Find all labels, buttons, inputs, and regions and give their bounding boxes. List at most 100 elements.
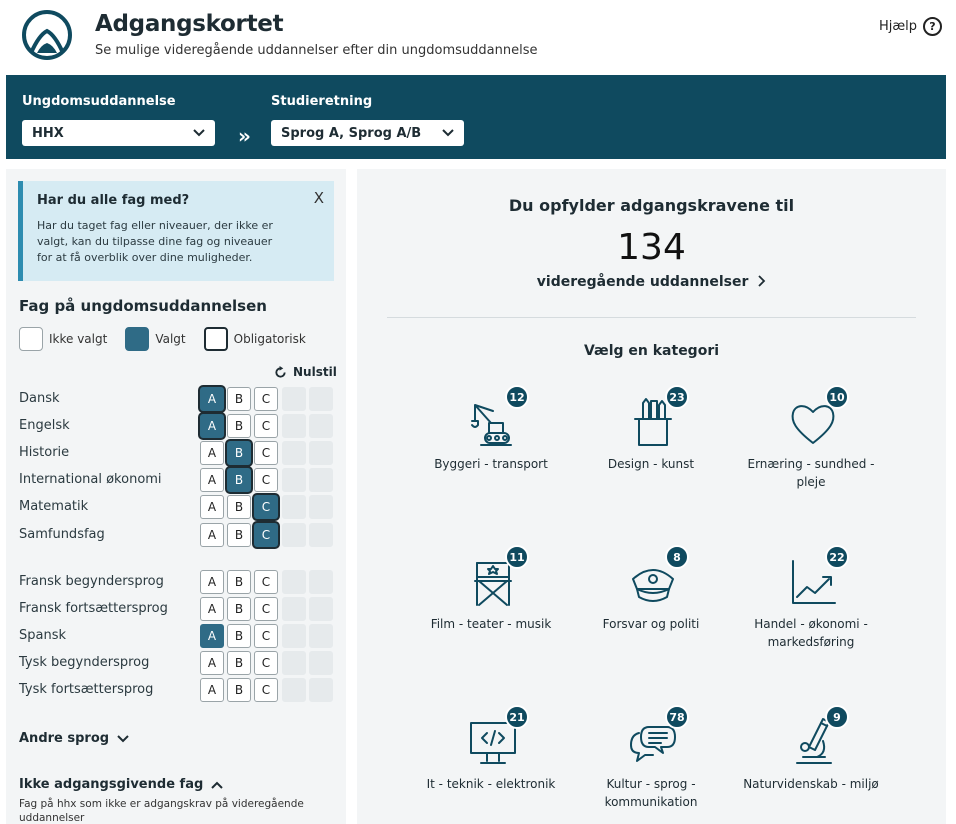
level-a-button[interactable]: A [200, 523, 224, 547]
heart-icon [791, 405, 835, 444]
level-b-button[interactable]: B [227, 414, 251, 438]
level-placeholder [282, 597, 306, 621]
category-3[interactable]: 10 Ernæring - sundhed - pleje [741, 385, 881, 527]
category-6[interactable]: 22 Handel - økonomi - markedsføring [741, 545, 881, 687]
level-c-button[interactable]: C [254, 597, 278, 621]
level-a-button[interactable]: A [200, 570, 224, 594]
double-arrow-icon: » [238, 124, 251, 148]
level-c-button[interactable]: C [254, 523, 278, 547]
info-title: Har du alle fag med? [37, 193, 190, 208]
app-header: Adgangskortet Se mulige videregående udd… [0, 0, 956, 75]
level-c-button[interactable]: C [254, 495, 278, 519]
reset-button[interactable]: Nulstil [274, 365, 337, 379]
reset-label: Nulstil [293, 365, 337, 379]
level-placeholder [309, 624, 333, 648]
level-placeholder [282, 414, 306, 438]
level-a-button[interactable]: A [200, 414, 224, 438]
level-c-button[interactable]: C [254, 468, 278, 492]
level-c-button[interactable]: C [254, 651, 278, 675]
category-8[interactable]: 78 Kultur - sprog - kommunikation [581, 705, 721, 824]
subject-row: Matematik A B C [19, 495, 339, 519]
level-placeholder [282, 387, 306, 411]
uddannelser-link-label: videregående uddannelser [536, 274, 749, 290]
level-placeholder [282, 495, 306, 519]
level-placeholder [282, 468, 306, 492]
close-button[interactable]: X [313, 189, 324, 207]
level-b-button[interactable]: B [227, 523, 251, 547]
subject-row: Samfundsfag A B C [19, 523, 339, 547]
level-a-button[interactable]: A [200, 468, 224, 492]
subjects-heading: Fag på ungdomsuddannelsen [19, 297, 267, 315]
subject-name: Fransk fortsættersprog [19, 601, 168, 616]
level-b-button[interactable]: B [227, 651, 251, 675]
category-label: Film - teater - musik [430, 617, 552, 631]
level-b-button[interactable]: B [227, 678, 251, 702]
level-placeholder [309, 570, 333, 594]
ungdom-select[interactable]: HHX [22, 120, 215, 146]
subject-name: Tysk begyndersprog [19, 655, 150, 670]
category-count-badge: 11 [505, 545, 529, 569]
level-a-button[interactable]: A [200, 624, 224, 648]
reset-icon [275, 365, 286, 378]
legend-ikke-valgt: Ikke valgt [19, 327, 107, 351]
category-label: Kultur - sprog - kommunikation [604, 777, 698, 809]
speech-bubbles-icon [630, 726, 676, 762]
subject-name: Historie [19, 445, 70, 460]
subject-name: Spansk [19, 628, 67, 643]
level-c-button[interactable]: C [254, 387, 278, 411]
level-c-button[interactable]: C [254, 624, 278, 648]
andre-sprog-toggle[interactable]: Andre sprog [19, 731, 129, 746]
category-1[interactable]: 12 Byggeri - transport [421, 385, 561, 527]
pencil-cup-icon [634, 398, 672, 446]
category-label: Handel - økonomi - markedsføring [754, 617, 868, 649]
category-4[interactable]: 11 Film - teater - musik [421, 545, 561, 687]
level-c-button[interactable]: C [254, 678, 278, 702]
uddannelser-link[interactable]: videregående uddannelser [357, 274, 946, 290]
level-a-button[interactable]: A [200, 495, 224, 519]
info-text: Har du taget fag eller niveauer, der ikk… [37, 219, 273, 264]
ungdom-label: Ungdomsuddannelse [22, 94, 176, 109]
level-c-button[interactable]: C [254, 570, 278, 594]
level-a-button[interactable]: A [200, 441, 224, 465]
legend-swatch [125, 327, 150, 351]
category-count-badge: 23 [665, 385, 689, 409]
category-9[interactable]: 9 Naturvidenskab - miljø [741, 705, 881, 824]
level-b-button[interactable]: B [227, 597, 251, 621]
level-a-button[interactable]: A [200, 387, 224, 411]
category-7[interactable]: 21 It - teknik - elektronik [421, 705, 561, 824]
category-count-badge: 78 [665, 705, 689, 729]
ungdom-value: HHX [32, 125, 64, 141]
level-b-button[interactable]: B [227, 387, 251, 411]
level-placeholder [309, 651, 333, 675]
subject-row: International økonomi A B C [19, 468, 339, 492]
studie-select[interactable]: Sprog A, Sprog A/B [271, 120, 464, 146]
level-c-button[interactable]: C [254, 441, 278, 465]
level-b-button[interactable]: B [227, 495, 251, 519]
level-b-button[interactable]: B [227, 441, 251, 465]
help-button[interactable]: Hjælp ? [879, 17, 942, 36]
level-a-button[interactable]: A [200, 597, 224, 621]
category-2[interactable]: 23 Design - kunst [581, 385, 721, 527]
growth-chart-icon [792, 560, 836, 604]
level-b-button[interactable]: B [227, 468, 251, 492]
level-b-button[interactable]: B [227, 624, 251, 648]
level-a-button[interactable]: A [200, 651, 224, 675]
level-placeholder [282, 570, 306, 594]
level-c-button[interactable]: C [254, 414, 278, 438]
level-b-button[interactable]: B [227, 570, 251, 594]
category-label: Naturvidenskab - miljø [743, 777, 879, 791]
category-label: It - teknik - elektronik [426, 777, 556, 791]
ikke-adgang-toggle[interactable]: Ikke adgangsgivende fag [19, 777, 223, 792]
legend-label: Obligatorisk [233, 332, 306, 346]
level-placeholder [309, 441, 333, 465]
subject-row: Engelsk A B C [19, 414, 339, 438]
selection-bar: Ungdomsuddannelse HHX » Studieretning Sp… [6, 75, 946, 159]
category-5[interactable]: 8 Forsvar og politi [581, 545, 721, 687]
subject-row: Tysk fortsættersprog A B C [19, 678, 339, 702]
level-a-button[interactable]: A [200, 678, 224, 702]
level-placeholder [282, 678, 306, 702]
level-placeholder [309, 414, 333, 438]
crane-icon [471, 404, 512, 446]
level-placeholder [309, 523, 333, 547]
legend-swatch [19, 327, 43, 351]
